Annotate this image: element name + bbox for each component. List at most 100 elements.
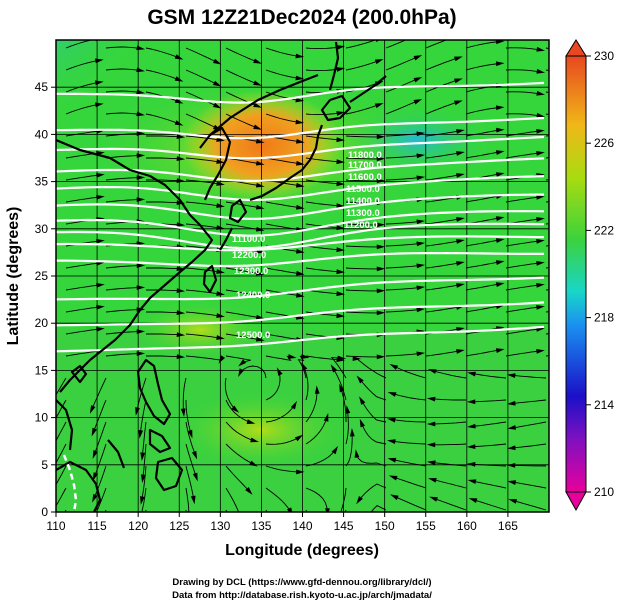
streamline-arrow: [255, 204, 265, 210]
streamline-arrow: [325, 508, 330, 512]
height-contour-line: [56, 325, 545, 353]
streamline-arrow: [495, 105, 505, 111]
streamline: [105, 177, 141, 181]
streamline: [225, 443, 255, 465]
streamline: [225, 355, 251, 365]
streamline-arrow: [349, 427, 355, 437]
streamline-arrow: [191, 450, 198, 460]
streamline-arrow: [136, 351, 146, 356]
streamline-arrow: [231, 405, 240, 413]
streamline-arrow: [466, 462, 476, 467]
streamline-arrow: [376, 134, 386, 140]
streamline-arrow: [536, 150, 545, 156]
streamline-arrow: [376, 266, 386, 272]
streamline: [511, 374, 547, 379]
x-axis-title: Longitude (degrees): [225, 542, 379, 559]
streamline: [145, 333, 182, 336]
streamline: [65, 328, 101, 335]
streamline: [265, 436, 300, 445]
streamline: [185, 91, 218, 108]
streamline: [105, 46, 141, 49]
streamline: [465, 195, 501, 203]
y-tick-label: 25: [35, 269, 49, 283]
streamline: [185, 443, 197, 478]
streamline: [145, 267, 182, 270]
colorbar-tick-label: 222: [594, 223, 614, 237]
streamline: [305, 267, 341, 273]
streamline: [345, 311, 382, 314]
streamline: [472, 498, 507, 511]
streamline-arrow: [507, 445, 516, 451]
coast-japan-kyushu: [228, 198, 248, 224]
streamline-arrow: [238, 515, 243, 524]
streamline-arrow: [255, 138, 265, 144]
streamline-arrow: [253, 102, 262, 108]
colorbar-ticks: 210 214 218 222 226 230: [586, 49, 614, 499]
streamline-arrow: [136, 263, 146, 268]
streamline-arrow: [428, 477, 437, 483]
streamline-arrow: [507, 480, 517, 485]
streamline-arrow: [496, 40, 505, 45]
streamline-arrow: [413, 76, 423, 83]
coast-mindanao: [154, 456, 184, 492]
streamline: [185, 465, 195, 501]
streamline: [302, 365, 309, 401]
streamline-arrow: [192, 472, 198, 482]
coast-hainan: [70, 364, 88, 384]
streamline: [385, 154, 421, 159]
streamline: [65, 262, 101, 269]
streamline: [182, 377, 187, 413]
streamline: [265, 157, 301, 165]
streamline: [91, 377, 107, 411]
coast-kuril: [349, 75, 387, 103]
streamline-arrow: [456, 261, 465, 266]
streamline: [305, 311, 341, 317]
height-contour-line: [56, 81, 545, 104]
streamline: [65, 81, 100, 93]
streamline: [391, 440, 427, 445]
streamline: [105, 353, 141, 357]
colorbar-scale: [565, 55, 587, 493]
y-axis-ticks: 0 5 10 15 20 25 30 35 40 45: [35, 80, 56, 519]
streamline-arrow: [255, 314, 265, 320]
streamline: [225, 267, 261, 275]
y-tick-label: 0: [41, 505, 48, 519]
streamline: [471, 443, 507, 448]
streamline-arrow: [89, 405, 96, 414]
streamline-arrow: [336, 247, 345, 253]
streamline-arrow: [253, 80, 262, 86]
streamline: [360, 422, 387, 445]
streamline-arrow: [176, 310, 186, 316]
streamline-arrow: [140, 452, 146, 461]
contour-label: 11700.0: [348, 160, 382, 171]
streamline-arrow: [506, 463, 516, 468]
streamline-arrow: [416, 351, 426, 357]
streamline: [340, 487, 347, 512]
y-tick-label: 5: [41, 458, 48, 472]
height-contour-line: [56, 301, 545, 327]
streamline-arrow: [92, 493, 98, 503]
streamline: [425, 57, 459, 71]
streamline: [225, 399, 252, 424]
streamline-arrow: [536, 260, 545, 266]
streamline: [185, 47, 218, 64]
streamline-arrow: [413, 54, 423, 61]
colorbar-bottom-arrow: [565, 491, 587, 512]
streamline: [265, 355, 293, 361]
streamline: [185, 355, 221, 361]
streamline: [505, 350, 541, 357]
streamline: [465, 151, 501, 159]
streamline: [345, 267, 382, 270]
streamline-arrow: [91, 427, 97, 437]
streamline: [265, 370, 281, 401]
streamline-arrow: [466, 399, 476, 405]
streamline: [225, 289, 261, 297]
streamline: [345, 432, 353, 467]
x-tick-label: 165: [498, 519, 518, 533]
streamline-arrow: [96, 172, 105, 178]
streamline-arrow: [295, 119, 305, 125]
streamline: [65, 196, 101, 203]
x-axis-ticks: 110 115 120 125 130 135 140 145 150 155 160 165: [46, 512, 518, 533]
streamline-arrow: [376, 244, 386, 250]
streamline: [105, 309, 141, 313]
